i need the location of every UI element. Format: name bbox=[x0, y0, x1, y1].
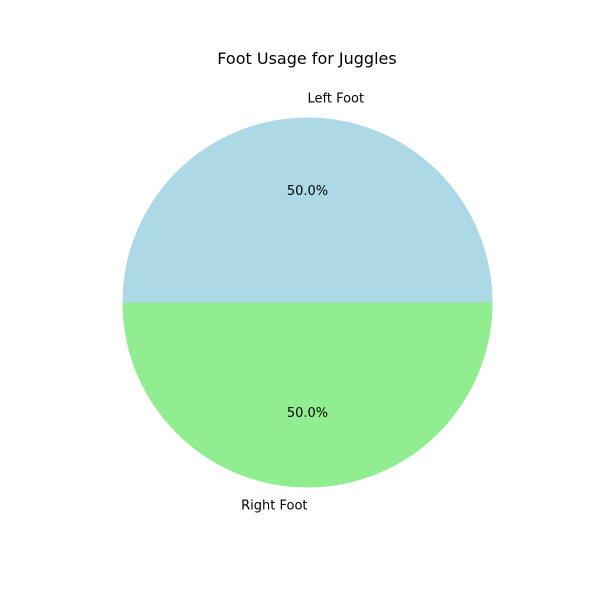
slice-category-label: Left Foot bbox=[308, 92, 365, 107]
slice-category-label: Right Foot bbox=[241, 499, 307, 514]
pie-slice-right-foot bbox=[122, 302, 493, 488]
slice-percent-label: 50.0% bbox=[287, 184, 328, 199]
pie-labels: 50.0% Left Foot 50.0% Right Foot bbox=[241, 92, 364, 514]
pie-slice-left-foot bbox=[122, 117, 493, 303]
chart-title: Foot Usage for Juggles bbox=[217, 49, 396, 68]
slice-percent-label: 50.0% bbox=[287, 406, 328, 421]
pie-slices bbox=[122, 117, 493, 488]
